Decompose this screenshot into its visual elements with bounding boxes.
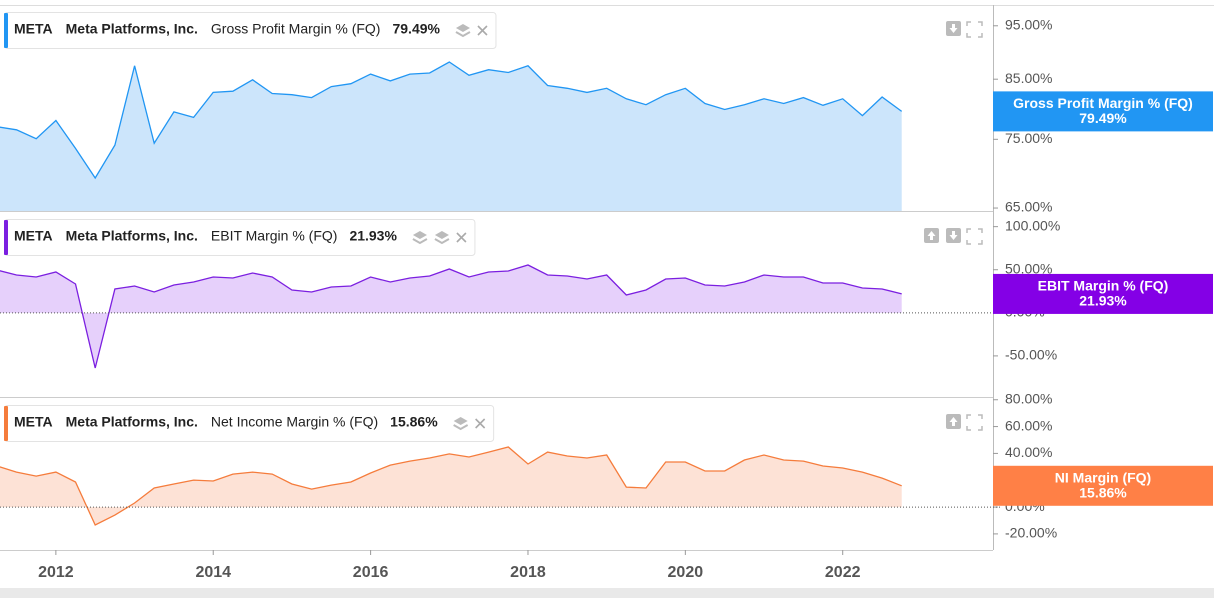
fullscreen-icon — [966, 21, 983, 38]
arrow-icon — [949, 24, 958, 33]
tag-value: 15.86% — [1079, 484, 1127, 500]
x-tick-label: 2016 — [353, 564, 389, 581]
header-metric: Net Income Margin % (FQ) — [211, 414, 378, 430]
y-tick-label: 65.00% — [1005, 199, 1052, 215]
y-tick-label: 80.00% — [1005, 390, 1052, 406]
x-tick-label: 2020 — [668, 564, 704, 581]
value-tag — [993, 465, 1213, 506]
legend-header: META Meta Platforms, Inc. Gross Profit Mar… — [4, 12, 497, 49]
x-tick-label: 2014 — [195, 564, 231, 581]
y-tick-label: 100.00% — [1005, 217, 1060, 233]
header-value_label: 79.49% — [392, 21, 440, 37]
tag-value: 21.93% — [1079, 293, 1127, 309]
x-tick-label: 2018 — [510, 564, 546, 581]
close-icon — [475, 418, 486, 429]
header-company: Meta Platforms, Inc. — [66, 414, 198, 430]
arrow-icon — [949, 231, 958, 240]
header-metric: Gross Profit Margin % (FQ) — [211, 21, 381, 37]
icon — [455, 31, 471, 38]
tag-value: 79.49% — [1079, 110, 1127, 126]
x-tick-label: 2022 — [825, 564, 861, 581]
y-tick-label: 85.00% — [1005, 70, 1052, 86]
area-fill — [0, 447, 902, 525]
arrow-icon — [949, 417, 958, 426]
y-tick-label: 50.00% — [1005, 260, 1052, 276]
header-color-bar — [4, 13, 8, 48]
y-tick-label: 95.00% — [1005, 16, 1052, 32]
tag-label: Gross Profit Margin % (FQ) — [1013, 95, 1193, 111]
icon — [455, 24, 470, 32]
plot — [0, 446, 902, 526]
fullscreen-icon — [966, 228, 983, 245]
y-tick-label: 60.00% — [1005, 417, 1052, 433]
header-metric: EBIT Margin % (FQ) — [211, 228, 338, 244]
y-tick-label: 40.00% — [1005, 444, 1052, 460]
y-tick-label: -50.00% — [1005, 347, 1057, 363]
line — [0, 446, 902, 526]
value-tag — [993, 273, 1213, 314]
icon — [412, 238, 428, 245]
bottom-strip — [0, 588, 1214, 598]
icon — [434, 238, 450, 245]
header-ticker: META — [14, 228, 53, 244]
header-value_label: 15.86% — [390, 414, 438, 430]
plot — [0, 61, 903, 211]
y-tick-label: 75.00% — [1005, 130, 1052, 146]
y-tick-label: -20.00% — [1005, 525, 1057, 541]
plot — [0, 264, 902, 369]
header-color-bar — [4, 406, 8, 441]
tag-label: EBIT Margin % (FQ) — [1038, 278, 1169, 294]
icon — [434, 231, 449, 239]
header-company: Meta Platforms, Inc. — [66, 228, 198, 244]
close-icon — [456, 232, 467, 243]
fullscreen-icon — [966, 414, 983, 431]
area-fill — [0, 62, 902, 211]
icon — [412, 231, 427, 239]
arrow-icon — [927, 231, 936, 240]
header-company: Meta Platforms, Inc. — [66, 21, 198, 37]
icon — [453, 417, 468, 425]
header-color-bar — [4, 220, 8, 255]
line — [0, 264, 902, 369]
value-tag — [993, 91, 1213, 132]
legend-header: META Meta Platforms, Inc. Net Income Margi… — [4, 405, 495, 442]
header-ticker: META — [14, 21, 53, 37]
close-icon — [477, 25, 488, 36]
header-value_label: 21.93% — [349, 228, 397, 244]
tag-label: NI Margin (FQ) — [1055, 469, 1151, 485]
legend-header: META Meta Platforms, Inc. EBIT Margin % (F… — [4, 219, 476, 256]
x-tick-label: 2012 — [38, 564, 74, 581]
line — [0, 61, 903, 180]
header-ticker: META — [14, 414, 53, 430]
area-fill — [0, 265, 902, 368]
icon — [453, 424, 469, 431]
